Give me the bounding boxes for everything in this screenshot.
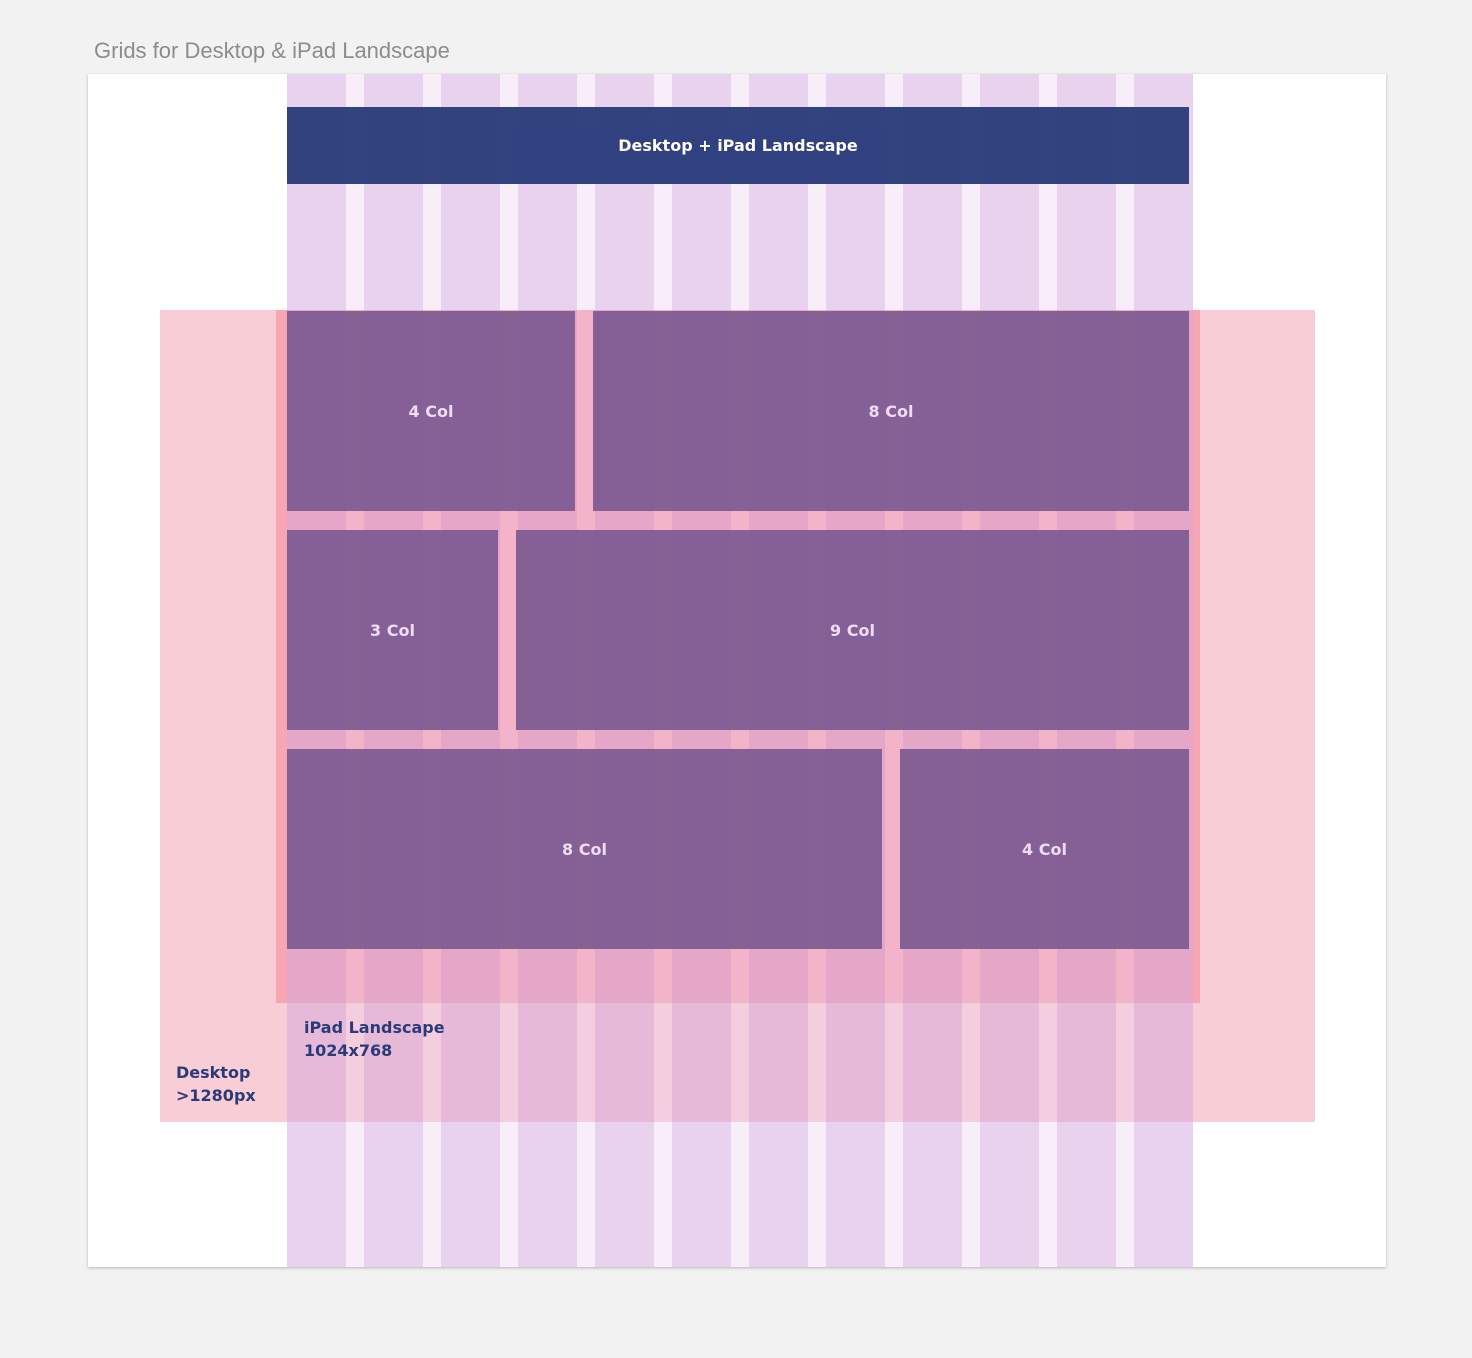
block-label: 4 Col xyxy=(1022,839,1067,859)
desktop-size: >1280px xyxy=(176,1086,256,1105)
row2-block-3col: 3 Col xyxy=(287,530,498,730)
ipad-landscape-label: iPad Landscape 1024x768 xyxy=(304,1016,445,1062)
row2-block-9col: 9 Col xyxy=(516,530,1189,730)
block-label: 8 Col xyxy=(868,401,914,421)
block-label: 8 Col xyxy=(562,839,607,859)
row3-block-4col: 4 Col xyxy=(900,749,1189,949)
block-label: 9 Col xyxy=(830,620,875,640)
header-label: Desktop + iPad Landscape xyxy=(618,136,858,155)
row1-block-8col: 8 Col xyxy=(593,311,1189,511)
artboard: Desktop + iPad Landscape 4 Col 8 Col 3 C… xyxy=(88,74,1386,1267)
row3-block-8col: 8 Col xyxy=(287,749,882,949)
block-label: 4 Col xyxy=(408,401,454,421)
ipad-name: iPad Landscape xyxy=(304,1018,445,1037)
block-label: 3 Col xyxy=(370,620,415,640)
row1-block-4col: 4 Col xyxy=(287,311,575,511)
desktop-label: Desktop >1280px xyxy=(176,1061,256,1107)
page-title: Grids for Desktop & iPad Landscape xyxy=(94,38,450,63)
desktop-ipad-header: Desktop + iPad Landscape xyxy=(287,107,1189,184)
desktop-name: Desktop xyxy=(176,1063,251,1082)
ipad-size: 1024x768 xyxy=(304,1041,393,1060)
